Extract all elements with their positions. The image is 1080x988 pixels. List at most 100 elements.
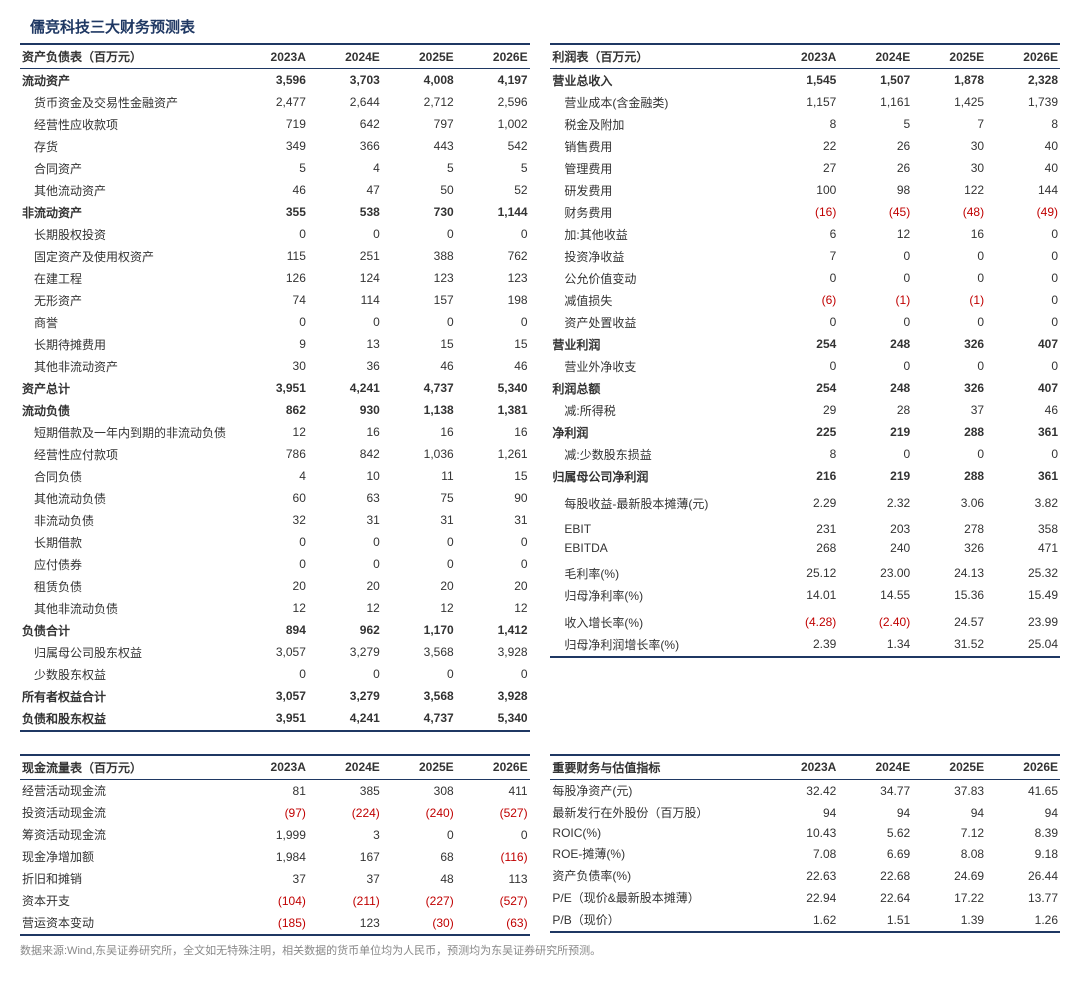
row-value: 94 [986,802,1060,824]
row-value: 11 [382,465,456,487]
table-row: 现金净增加额1,98416768(116) [20,846,530,868]
table-row: 流动资产3,5963,7034,0084,197 [20,69,530,92]
row-label: 存货 [20,135,234,157]
row-value: 22.63 [764,865,838,887]
row-value: 1,381 [456,399,530,421]
row-value: 20 [308,575,382,597]
row-value: (211) [308,890,382,912]
row-label: P/E（现价&最新股本摊薄） [550,887,764,909]
row-label: 研发费用 [550,179,764,201]
row-value: 25.04 [986,633,1060,657]
row-value: 122 [912,179,986,201]
row-value: (527) [456,802,530,824]
table-row: 利润总额254248326407 [550,377,1060,399]
row-label: 最新发行在外股份（百万股） [550,802,764,824]
row-value: 2.29 [764,492,838,514]
row-value: 23.00 [838,562,912,584]
row-value: 308 [382,779,456,802]
table-row: 长期借款0000 [20,531,530,553]
row-value: 37 [308,868,382,890]
table-row: 投资活动现金流(97)(224)(240)(527) [20,802,530,824]
table-header-label: 资产负债表（百万元） [20,44,234,69]
row-value: 719 [234,113,308,135]
row-value: 1,507 [838,69,912,92]
row-value: 388 [382,245,456,267]
row-value: 7.12 [912,824,986,843]
row-value: 26 [838,157,912,179]
row-value: 4,737 [382,707,456,731]
row-value: 962 [308,619,382,641]
row-value: 4,241 [308,377,382,399]
row-value: 46 [234,179,308,201]
row-value: 4 [234,465,308,487]
row-value: 3,928 [456,641,530,663]
row-value: 326 [912,538,986,557]
row-value: 842 [308,443,382,465]
row-value: 22.68 [838,865,912,887]
row-value: 48 [382,868,456,890]
row-value: 3,703 [308,69,382,92]
row-value: 1,878 [912,69,986,92]
row-label: 流动负债 [20,399,234,421]
row-value: 0 [912,267,986,289]
row-label: 合同负债 [20,465,234,487]
row-value: 1,157 [764,91,838,113]
table-row: 应付债券0000 [20,553,530,575]
row-value: 3.82 [986,492,1060,514]
row-label: 资产处置收益 [550,311,764,333]
table-row: 负债合计8949621,1701,412 [20,619,530,641]
row-value: 254 [764,377,838,399]
row-label: 货币资金及交易性金融资产 [20,91,234,113]
row-label: 负债和股东权益 [20,707,234,731]
row-label: 短期借款及一年内到期的非流动负债 [20,421,234,443]
table-header-year: 2025E [912,44,986,69]
row-value: 2,328 [986,69,1060,92]
row-label: 减:少数股东损益 [550,443,764,465]
row-value: 0 [986,267,1060,289]
row-value: 75 [382,487,456,509]
row-value: 16 [456,421,530,443]
row-value: 231 [764,519,838,538]
row-value: 0 [986,355,1060,377]
row-value: 3,951 [234,707,308,731]
row-value: (1) [912,289,986,311]
row-value: 198 [456,289,530,311]
row-value: 8.39 [986,824,1060,843]
row-label: 资本开支 [20,890,234,912]
row-value: 5 [382,157,456,179]
row-value: (4.28) [764,611,838,633]
row-label: 公允价值变动 [550,267,764,289]
row-value: 15 [382,333,456,355]
row-value: 68 [382,846,456,868]
row-value: 7 [912,113,986,135]
row-value: 797 [382,113,456,135]
row-value: 12 [308,597,382,619]
table-header-label: 利润表（百万元） [550,44,764,69]
row-value: 31.52 [912,633,986,657]
row-value: 0 [764,355,838,377]
row-value: 32.42 [764,779,838,802]
table-row: 固定资产及使用权资产115251388762 [20,245,530,267]
row-value: 0 [382,824,456,846]
row-value: 31 [382,509,456,531]
row-value: 27 [764,157,838,179]
row-value: 81 [234,779,308,802]
balance-sheet-table: 资产负债表（百万元）2023A2024E2025E2026E流动资产3,5963… [20,43,530,732]
row-value: 20 [234,575,308,597]
row-value: 471 [986,538,1060,557]
row-value: (48) [912,201,986,223]
row-value: 0 [234,531,308,553]
row-value: 251 [308,245,382,267]
row-label: 归母净利润增长率(%) [550,633,764,657]
row-value: 12 [838,223,912,245]
row-value: 63 [308,487,382,509]
row-value: 40 [986,157,1060,179]
table-header-year: 2026E [986,44,1060,69]
row-value: (240) [382,802,456,824]
table-row: 每股收益-最新股本摊薄(元)2.292.323.063.82 [550,492,1060,514]
row-label: 租赁负债 [20,575,234,597]
row-value: 1.62 [764,909,838,933]
row-value: 3,568 [382,641,456,663]
row-value: 74 [234,289,308,311]
row-value: 14.01 [764,584,838,606]
